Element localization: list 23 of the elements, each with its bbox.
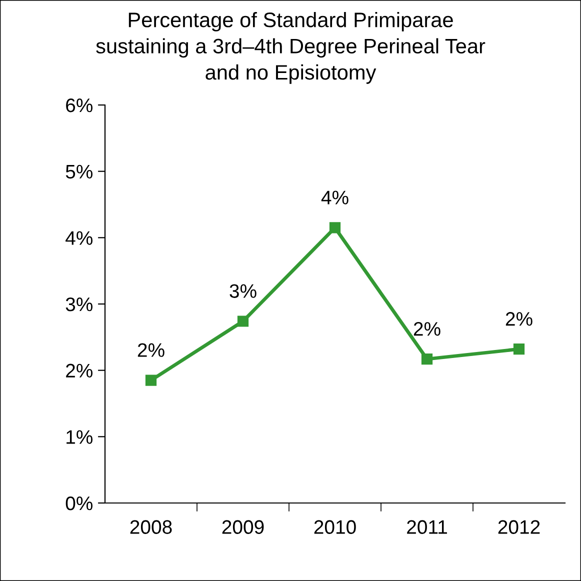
- x-tick-label: 2009: [222, 520, 264, 534]
- y-tick-label: 0%: [66, 496, 93, 510]
- data-label: 2%: [414, 322, 440, 336]
- y-tick-label: 2%: [66, 364, 93, 378]
- data-label: 4%: [321, 190, 348, 204]
- x-tick-label: 2011: [407, 520, 447, 534]
- point: [145, 374, 157, 386]
- point: [421, 354, 433, 365]
- data-label: 2%: [506, 312, 532, 326]
- y-tick-label: 5%: [66, 164, 93, 179]
- y-tick-label: 4%: [66, 231, 93, 245]
- point: [513, 344, 525, 355]
- y-tick-label: 1%: [66, 430, 93, 444]
- x-tick-label: 2012: [498, 520, 540, 534]
- point: [237, 316, 249, 327]
- data-label: 2%: [138, 343, 164, 357]
- y-tick-label: 6%: [66, 98, 93, 112]
- point: [329, 222, 341, 234]
- data-label: 3%: [230, 284, 256, 298]
- chart-title: Percentage of Standard Primiparae sustaining a 3rd–4th Degree Perineal Tear and no Episiotomy: [96, 12, 486, 84]
- x-tick-label: 2010: [314, 520, 356, 534]
- y-tick-label: 3%: [66, 297, 93, 312]
- x-tick-label: 2008: [130, 520, 172, 534]
